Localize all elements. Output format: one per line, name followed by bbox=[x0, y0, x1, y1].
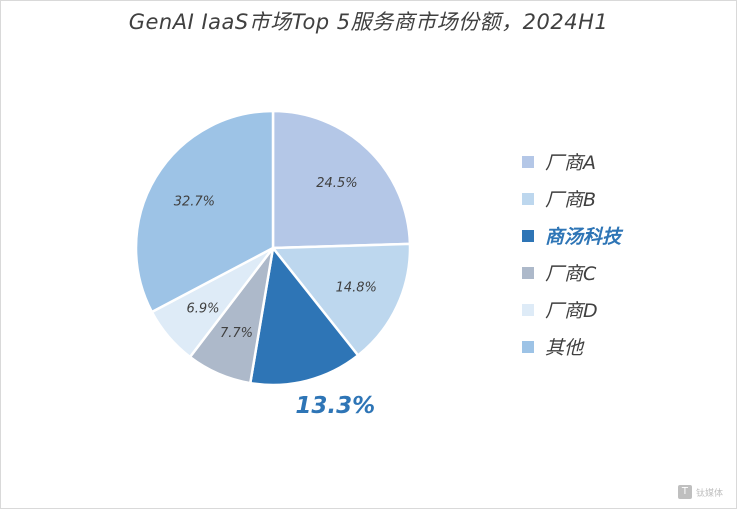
slice-value-label: 24.5% bbox=[316, 176, 357, 191]
legend-item: 厂商A bbox=[522, 143, 621, 180]
pie-slice-3 bbox=[248, 245, 360, 387]
legend-label: 商汤科技 bbox=[545, 226, 622, 248]
legend-label: 厂商C bbox=[545, 263, 597, 285]
legend-swatch bbox=[522, 303, 534, 316]
watermark-text: 钛媒体 bbox=[695, 488, 723, 499]
pie-slice-6 bbox=[134, 109, 275, 314]
legend-label: 厂商A bbox=[545, 152, 596, 174]
legend-label: 厂商D bbox=[545, 300, 598, 322]
chart-title: GenAI IaaS市场Top 5服务商市场份额，2024H1 bbox=[128, 10, 609, 34]
slice-value-label: 14.8% bbox=[336, 281, 377, 296]
slice-value-label: 7.7% bbox=[220, 326, 253, 341]
watermark-logo: T 钛媒体 bbox=[677, 485, 723, 499]
legend-swatch bbox=[522, 229, 534, 242]
pie-slice-1 bbox=[271, 109, 412, 250]
legend-swatch bbox=[522, 192, 534, 205]
legend-swatch bbox=[522, 340, 534, 353]
legend-label: 厂商B bbox=[545, 189, 597, 211]
legend-item: 其他 bbox=[522, 328, 621, 365]
legend-swatch bbox=[522, 155, 534, 168]
slice-value-label: 6.9% bbox=[186, 301, 219, 316]
chart-legend: 厂商A 厂商B 商汤科技厂商C 厂商D 其他 bbox=[522, 143, 621, 365]
legend-item: 商汤科技 bbox=[522, 217, 621, 254]
legend-label: 其他 bbox=[545, 337, 584, 359]
slice-value-label: 13.3% bbox=[295, 393, 375, 419]
legend-item: 厂商D bbox=[522, 291, 621, 328]
legend-swatch bbox=[522, 266, 534, 279]
legend-item: 厂商B bbox=[522, 180, 621, 217]
legend-item: 厂商C bbox=[522, 254, 621, 291]
pie-slice-2 bbox=[270, 242, 412, 358]
watermark-icon: T bbox=[677, 485, 692, 499]
slice-value-label: 32.7% bbox=[174, 195, 215, 210]
